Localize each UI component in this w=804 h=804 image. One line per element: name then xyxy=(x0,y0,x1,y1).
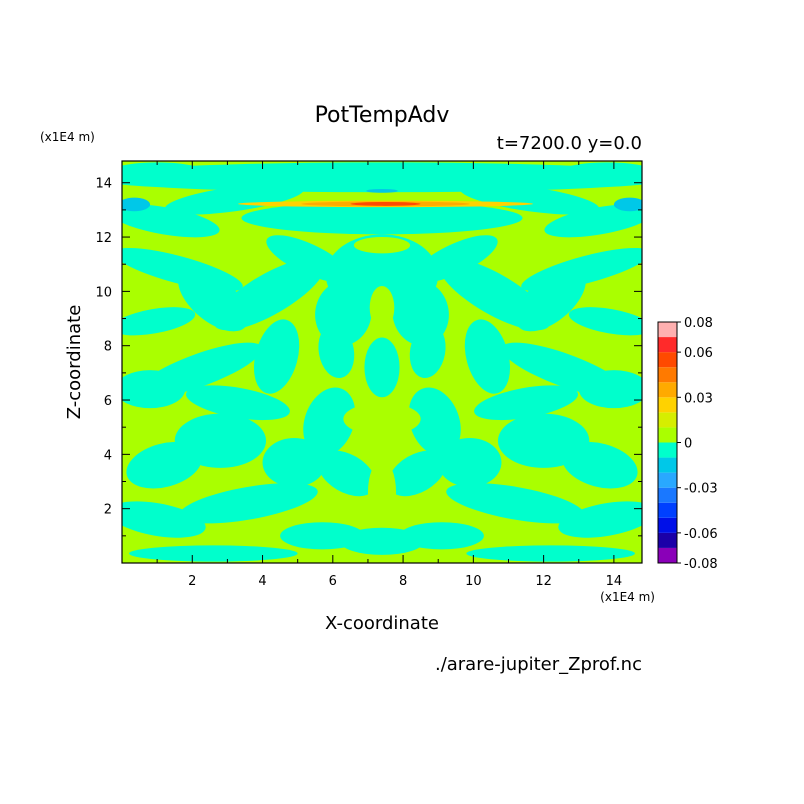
colorbar-tick-label: 0 xyxy=(684,437,692,452)
contour-region xyxy=(318,324,355,379)
y-tick-label: 4 xyxy=(104,448,112,463)
colorbar-segment xyxy=(658,397,677,413)
contour-region xyxy=(122,197,151,212)
colorbar-segment xyxy=(658,442,677,458)
contour-region xyxy=(122,204,220,238)
x-axis-ticks: 2 4 6 8 10 12 14 xyxy=(156,161,623,589)
contour-region xyxy=(122,307,196,336)
colorbar-tick-label: -0.06 xyxy=(684,527,718,542)
contour-region xyxy=(459,183,600,215)
contour-region xyxy=(122,162,207,185)
colorbar-segment xyxy=(658,517,677,533)
contour-region xyxy=(408,387,461,456)
contour-region xyxy=(438,438,502,487)
contour-region xyxy=(178,267,249,332)
contour-region xyxy=(464,319,511,394)
x-tick-label: 12 xyxy=(535,574,552,589)
x-tick-label: 8 xyxy=(399,574,407,589)
x-tick-label: 14 xyxy=(606,574,623,589)
x-axis-label: X-coordinate xyxy=(325,613,439,634)
contour-region xyxy=(515,267,586,332)
y-axis-label: Z-coordinate xyxy=(64,305,85,420)
contour-region xyxy=(544,204,642,238)
y-tick-label: 10 xyxy=(95,285,112,300)
y-tick-label: 2 xyxy=(104,503,112,518)
contour-region xyxy=(129,545,298,562)
contour-region xyxy=(262,438,326,487)
y-tick-label: 12 xyxy=(95,231,112,246)
colorbar-segment xyxy=(658,532,677,548)
contour-region xyxy=(558,501,642,538)
colorbar-tick-label: 0.06 xyxy=(684,346,713,361)
z-unit-label: (x1E4 m) xyxy=(40,130,95,144)
contour-region xyxy=(446,483,585,524)
colorbar-segment xyxy=(658,337,677,353)
colorbar-segment xyxy=(658,352,677,368)
contour-region xyxy=(367,459,397,525)
colorbar-segment xyxy=(658,502,677,518)
contour-region xyxy=(280,522,365,550)
chart-subtitle: t=7200.0 y=0.0 xyxy=(497,133,642,154)
chart-title: PotTempAdv xyxy=(315,103,450,128)
contour-region xyxy=(241,201,523,235)
contour-region xyxy=(466,545,635,562)
contour-region xyxy=(126,441,202,489)
colorbar-segment xyxy=(658,472,677,488)
contour-region xyxy=(369,285,395,330)
y-axis-ticks: 2 4 6 8 10 12 14 xyxy=(95,177,642,537)
x-tick-label: 10 xyxy=(465,574,482,589)
contour-region xyxy=(578,370,642,409)
colorbar-tick-label: 0.03 xyxy=(684,391,713,406)
file-label: ./arare-jupiter_Zprof.nc xyxy=(435,654,642,675)
y-tick-label: 14 xyxy=(95,177,112,192)
plot-frame xyxy=(121,160,643,564)
x-unit-label: (x1E4 m) xyxy=(600,590,655,604)
x-tick-label: 4 xyxy=(258,574,266,589)
contour-region xyxy=(409,324,446,379)
contour-region xyxy=(122,501,206,538)
contour-region xyxy=(399,522,484,550)
contour-region xyxy=(164,183,305,215)
colorbar-segment xyxy=(658,457,677,473)
contour-region xyxy=(562,441,638,489)
y-tick-label: 8 xyxy=(104,340,112,355)
colorbar-tick-label: -0.03 xyxy=(684,482,718,497)
contour-field xyxy=(122,161,642,563)
contour-region xyxy=(474,385,579,421)
colorbar-segment xyxy=(658,412,677,428)
contour-region xyxy=(185,385,290,421)
x-tick-label: 2 xyxy=(188,574,196,589)
contour-region xyxy=(350,202,421,206)
colorbar-segment xyxy=(658,322,677,338)
contour-region xyxy=(253,319,300,394)
contour-region xyxy=(364,337,400,398)
colorbar-segment xyxy=(658,427,677,443)
contour-region xyxy=(557,162,642,185)
colorbar-segment xyxy=(658,487,677,503)
contour-region xyxy=(568,307,642,336)
colorbar-segment xyxy=(658,367,677,383)
colorbar-tick-label: 0.08 xyxy=(684,316,713,331)
contour-region xyxy=(122,370,186,409)
colorbar-segment xyxy=(658,382,677,398)
contour-region xyxy=(303,387,356,456)
contour-region xyxy=(353,237,411,254)
y-tick-label: 6 xyxy=(104,394,112,409)
contour-region xyxy=(179,483,318,524)
colorbar: 0.08 0.06 0.03 0 -0.03 -0.06 -0.08 xyxy=(657,316,718,572)
colorbar-segment xyxy=(658,547,677,563)
contour-region xyxy=(317,450,376,497)
x-tick-label: 6 xyxy=(329,574,337,589)
contour-region xyxy=(388,450,447,497)
colorbar-tick-label: -0.08 xyxy=(684,557,718,572)
contour-region xyxy=(613,197,642,212)
contour-region xyxy=(343,402,421,436)
contour-region xyxy=(366,188,398,193)
